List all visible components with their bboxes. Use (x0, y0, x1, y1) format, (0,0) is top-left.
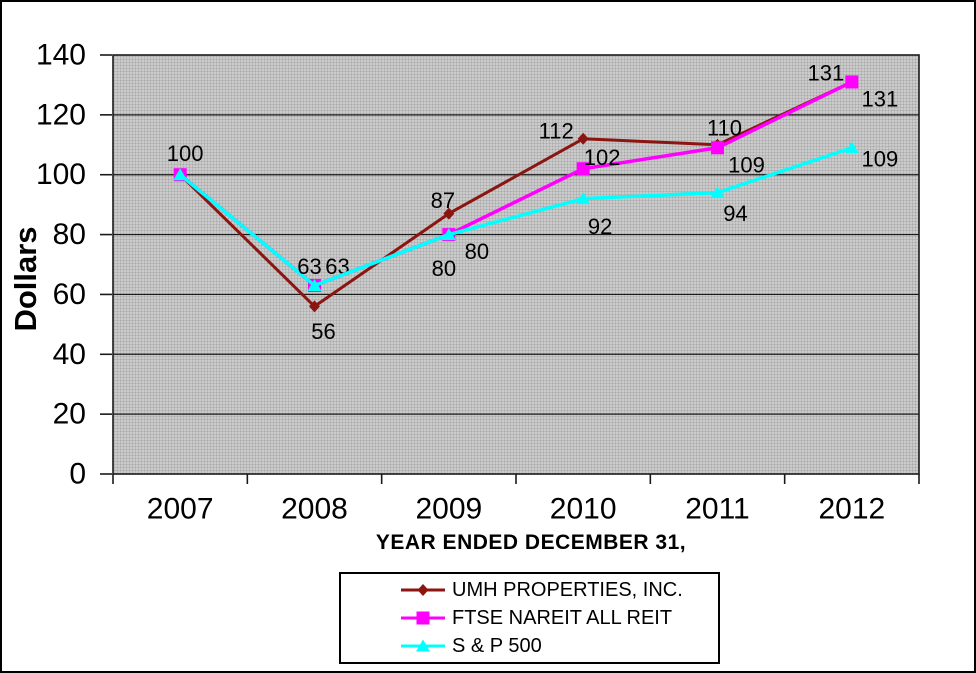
data-label: 131 (861, 86, 898, 111)
legend-item-ftse-nareit: FTSE NAREIT ALL REIT (400, 604, 718, 632)
legend-label: FTSE NAREIT ALL REIT (452, 606, 673, 629)
x-tick-label: 2007 (147, 493, 214, 526)
y-tick-label: 40 (53, 338, 86, 371)
legend-item-sp500: S & P 500 (400, 632, 718, 660)
y-tick-label: 80 (53, 218, 86, 251)
x-axis: 2007 2008 2009 2010 2011 2012 (112, 474, 920, 526)
y-axis: 0 20 40 60 80 100 120 140 (36, 39, 112, 491)
x-tick-label: 2008 (281, 493, 348, 526)
legend: UMH PROPERTIES, INC. FTSE NAREIT ALL REI… (339, 572, 720, 664)
y-tick-label: 60 (53, 278, 86, 311)
data-label: 63 (297, 254, 321, 279)
x-tick-label: 2012 (818, 493, 885, 526)
series-line (179, 80, 853, 288)
data-label: 56 (311, 319, 335, 344)
legend-item-umh-properties: UMH PROPERTIES, INC. (400, 576, 718, 604)
legend-label: UMH PROPERTIES, INC. (452, 578, 683, 601)
gridlines (113, 114, 919, 415)
y-tick-label: 0 (69, 458, 86, 491)
diamond-series-marker-icon (401, 584, 445, 596)
legend-label: S & P 500 (452, 634, 542, 657)
x-tick-label: 2011 (685, 493, 750, 526)
data-label: 87 (431, 188, 455, 213)
data-label: 80 (465, 239, 489, 264)
y-tick-label: 140 (36, 39, 86, 72)
data-label: 109 (728, 152, 765, 177)
data-label: 110 (707, 115, 742, 140)
plot-area-background (113, 55, 919, 474)
x-axis-title: YEAR ENDED DECEMBER 31, (375, 531, 687, 554)
data-label: 109 (861, 146, 898, 171)
data-label: 102 (584, 145, 621, 170)
triangle-series-marker-icon (401, 639, 445, 652)
data-label: 94 (723, 201, 747, 226)
series-diamond (174, 75, 858, 313)
x-tick-label: 2009 (415, 493, 482, 526)
series-square (173, 75, 859, 292)
y-tick-label: 20 (53, 398, 86, 431)
y-tick-label: 120 (36, 98, 86, 131)
square-series-marker-icon (401, 611, 445, 625)
data-label: 92 (588, 214, 612, 239)
y-axis-title: Dollars (8, 226, 43, 332)
plot-border (112, 54, 920, 475)
y-tick-label: 100 (36, 158, 86, 191)
data-label: 112 (539, 118, 574, 143)
series-line (179, 146, 853, 288)
data-label: 131 (807, 60, 844, 85)
x-tick-label: 2010 (550, 493, 617, 526)
data-label: 100 (167, 141, 204, 166)
data-label: 80 (432, 256, 456, 281)
series-triangle (173, 141, 859, 291)
series-line (179, 80, 853, 308)
